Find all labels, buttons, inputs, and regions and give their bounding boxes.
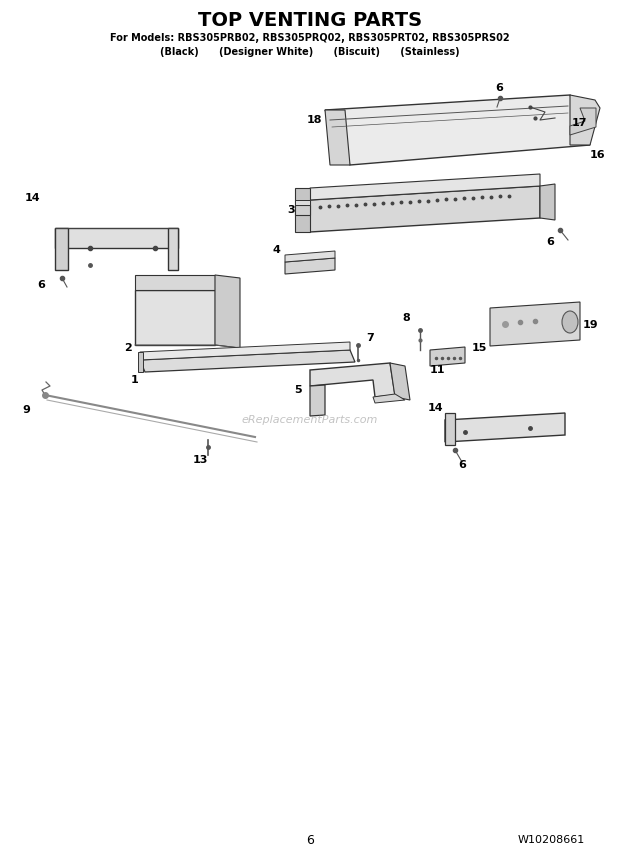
Text: For Models: RBS305PRB02, RBS305PRQ02, RBS305PRT02, RBS305PRS02: For Models: RBS305PRB02, RBS305PRQ02, RB… (110, 33, 510, 43)
Text: 6: 6 (37, 280, 45, 290)
Polygon shape (445, 413, 565, 442)
Polygon shape (540, 184, 555, 220)
Polygon shape (445, 413, 455, 445)
Text: 17: 17 (572, 118, 588, 128)
Text: 9: 9 (22, 405, 30, 415)
Text: 11: 11 (430, 365, 446, 375)
Polygon shape (295, 205, 310, 215)
Text: 18: 18 (306, 115, 322, 125)
Polygon shape (140, 342, 350, 360)
Polygon shape (310, 174, 540, 200)
Polygon shape (325, 95, 590, 165)
Text: 6: 6 (495, 83, 503, 93)
Text: (Black)      (Designer White)      (Biscuit)      (Stainless): (Black) (Designer White) (Biscuit) (Stai… (160, 47, 460, 57)
Text: 8: 8 (402, 313, 410, 323)
Text: 19: 19 (583, 320, 599, 330)
Ellipse shape (562, 311, 578, 333)
Text: 14: 14 (24, 193, 40, 203)
Polygon shape (55, 228, 68, 270)
Polygon shape (285, 258, 335, 274)
Polygon shape (373, 394, 405, 403)
Text: 6: 6 (458, 460, 466, 470)
Text: 14: 14 (427, 403, 443, 413)
Text: W10208661: W10208661 (518, 835, 585, 845)
Text: 6: 6 (546, 237, 554, 247)
Polygon shape (140, 350, 355, 372)
Polygon shape (168, 228, 178, 270)
Text: 15: 15 (472, 343, 487, 353)
Text: 13: 13 (192, 455, 208, 465)
Polygon shape (490, 302, 580, 346)
Polygon shape (570, 108, 596, 135)
Polygon shape (310, 186, 540, 232)
Text: 4: 4 (272, 245, 280, 255)
Text: TOP VENTING PARTS: TOP VENTING PARTS (198, 10, 422, 29)
Text: 6: 6 (306, 834, 314, 847)
Polygon shape (55, 228, 178, 248)
Polygon shape (390, 363, 410, 400)
Text: 7: 7 (366, 333, 374, 343)
Polygon shape (215, 275, 240, 348)
Polygon shape (135, 290, 215, 345)
Polygon shape (310, 363, 395, 397)
Polygon shape (570, 95, 600, 145)
Text: 2: 2 (124, 343, 132, 353)
Polygon shape (135, 275, 215, 290)
Polygon shape (295, 188, 310, 232)
Polygon shape (285, 251, 335, 262)
Polygon shape (325, 110, 350, 165)
Text: 3: 3 (288, 205, 295, 215)
Text: 1: 1 (130, 375, 138, 385)
Text: eReplacementParts.com: eReplacementParts.com (242, 415, 378, 425)
Polygon shape (310, 385, 325, 416)
Polygon shape (295, 200, 310, 205)
Text: 16: 16 (590, 150, 606, 160)
Polygon shape (138, 352, 143, 372)
Text: 5: 5 (294, 385, 302, 395)
Polygon shape (430, 347, 465, 366)
